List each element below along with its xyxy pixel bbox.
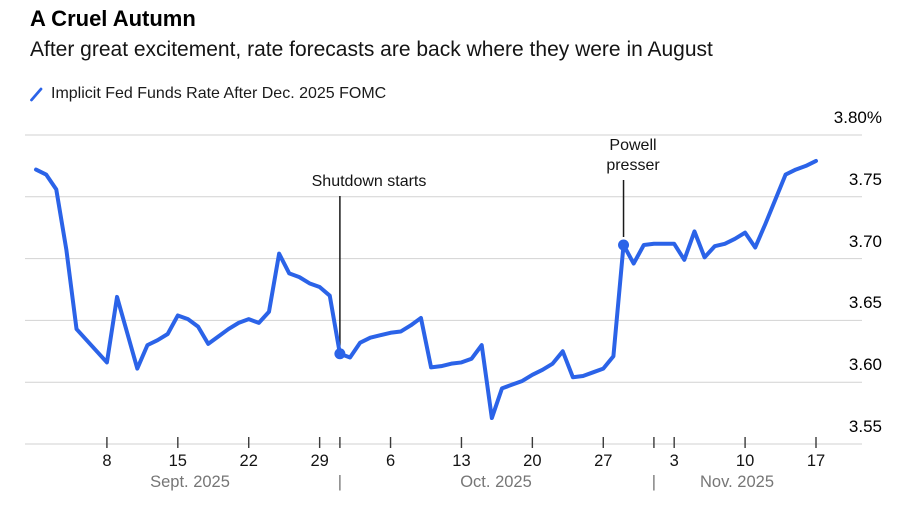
legend-label: Implicit Fed Funds Rate After Dec. 2025 …	[51, 85, 387, 102]
event-marker-dot	[334, 348, 346, 360]
series-line	[34, 158, 818, 421]
chart-subtitle: After great excitement, rate forecasts a…	[30, 38, 713, 61]
chart-title: A Cruel Autumn	[30, 6, 196, 31]
legend-slash-icon	[30, 87, 43, 101]
legend: Implicit Fed Funds Rate After Dec. 2025 …	[29, 85, 386, 103]
event-marker-dot	[618, 239, 630, 251]
